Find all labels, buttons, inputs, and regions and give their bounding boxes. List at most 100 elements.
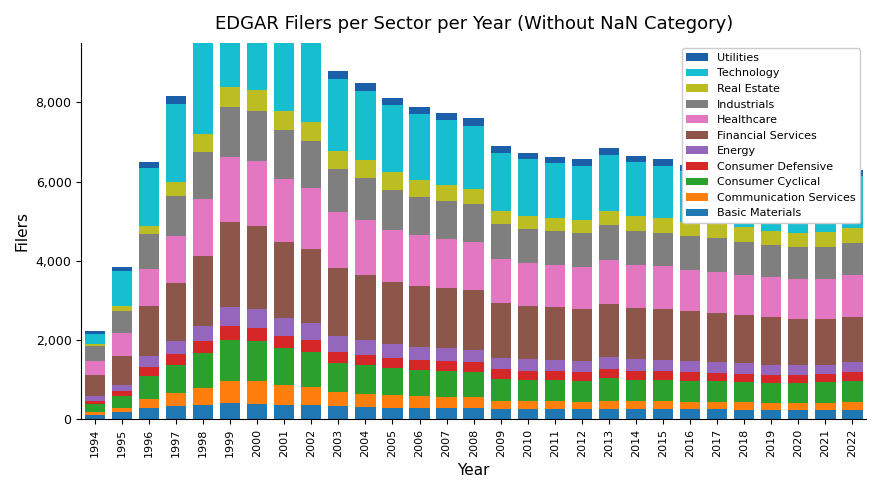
Bar bbox=[355, 83, 375, 91]
Bar bbox=[842, 381, 862, 402]
Bar bbox=[572, 166, 592, 219]
Bar bbox=[761, 375, 781, 383]
Bar bbox=[329, 212, 349, 268]
Bar bbox=[491, 369, 511, 379]
Bar bbox=[680, 172, 700, 222]
Bar bbox=[85, 331, 105, 334]
Bar bbox=[626, 401, 646, 409]
Bar bbox=[301, 24, 322, 33]
Bar bbox=[166, 104, 186, 182]
Bar bbox=[112, 356, 132, 385]
Bar bbox=[653, 409, 673, 420]
Bar bbox=[842, 317, 862, 362]
Bar bbox=[572, 159, 592, 166]
Bar bbox=[301, 352, 322, 387]
Bar bbox=[410, 360, 430, 370]
Bar bbox=[544, 371, 565, 380]
Bar bbox=[734, 382, 754, 402]
Bar bbox=[85, 396, 105, 400]
Bar bbox=[274, 349, 294, 385]
Bar bbox=[788, 178, 809, 185]
Bar bbox=[463, 350, 484, 362]
Title: EDGAR Filers per Sector per Year (Without NaN Category): EDGAR Filers per Sector per Year (Withou… bbox=[214, 15, 733, 33]
Bar bbox=[491, 224, 511, 259]
Bar bbox=[626, 359, 646, 371]
Bar bbox=[220, 307, 241, 326]
Bar bbox=[85, 400, 105, 404]
Bar bbox=[355, 91, 375, 160]
Bar bbox=[491, 259, 511, 303]
Bar bbox=[410, 408, 430, 420]
Bar bbox=[193, 341, 213, 353]
Bar bbox=[193, 326, 213, 341]
Bar bbox=[761, 277, 781, 317]
Bar bbox=[544, 157, 565, 163]
Bar bbox=[301, 323, 322, 340]
Bar bbox=[410, 179, 430, 197]
Bar bbox=[329, 268, 349, 336]
Bar bbox=[761, 317, 781, 365]
Bar bbox=[85, 375, 105, 396]
Bar bbox=[788, 233, 809, 247]
Bar bbox=[544, 360, 565, 371]
Bar bbox=[301, 188, 322, 249]
Bar bbox=[436, 185, 456, 201]
Bar bbox=[329, 336, 349, 352]
Bar bbox=[572, 372, 592, 381]
Bar bbox=[788, 279, 809, 318]
Bar bbox=[382, 230, 403, 282]
Bar bbox=[788, 410, 809, 420]
Bar bbox=[734, 173, 754, 179]
Bar bbox=[247, 381, 267, 404]
Bar bbox=[382, 106, 403, 172]
Bar bbox=[707, 313, 728, 362]
Bar bbox=[815, 175, 835, 181]
Bar bbox=[572, 233, 592, 267]
Bar bbox=[274, 336, 294, 349]
Bar bbox=[518, 263, 538, 306]
Bar bbox=[761, 403, 781, 410]
Bar bbox=[707, 176, 728, 224]
Bar bbox=[193, 134, 213, 152]
Bar bbox=[815, 382, 835, 403]
Bar bbox=[734, 374, 754, 382]
Bar bbox=[301, 249, 322, 323]
Bar bbox=[680, 270, 700, 312]
Bar bbox=[166, 97, 186, 104]
Bar bbox=[301, 33, 322, 122]
Bar bbox=[139, 408, 159, 420]
Bar bbox=[463, 126, 484, 189]
Bar bbox=[626, 308, 646, 359]
Bar bbox=[761, 245, 781, 277]
Bar bbox=[842, 402, 862, 410]
Bar bbox=[463, 372, 484, 397]
Bar bbox=[463, 362, 484, 372]
Bar bbox=[680, 381, 700, 402]
Bar bbox=[274, 15, 294, 110]
Bar bbox=[544, 308, 565, 360]
Bar bbox=[436, 371, 456, 397]
Bar bbox=[815, 232, 835, 247]
Bar bbox=[815, 403, 835, 410]
Bar bbox=[707, 381, 728, 402]
Bar bbox=[436, 361, 456, 371]
Bar bbox=[653, 159, 673, 166]
Bar bbox=[518, 371, 538, 380]
Bar bbox=[599, 378, 619, 400]
Bar bbox=[247, 0, 267, 90]
Bar bbox=[301, 122, 322, 141]
Bar bbox=[544, 409, 565, 420]
Bar bbox=[166, 393, 186, 406]
Bar bbox=[788, 403, 809, 410]
Bar bbox=[653, 371, 673, 380]
Bar bbox=[329, 169, 349, 212]
Bar bbox=[572, 409, 592, 420]
Bar bbox=[139, 162, 159, 168]
Bar bbox=[410, 370, 430, 396]
Bar bbox=[680, 372, 700, 381]
Bar bbox=[842, 372, 862, 381]
Bar bbox=[626, 162, 646, 216]
Bar bbox=[491, 409, 511, 420]
Bar bbox=[842, 228, 862, 244]
Bar bbox=[761, 231, 781, 245]
